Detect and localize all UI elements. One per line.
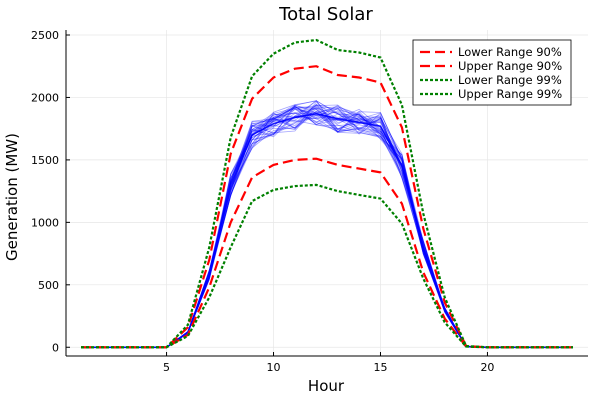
ensemble-line — [81, 103, 573, 348]
tick-labels: 5 10 15 20 0 500 1000 1500 2000 2500 — [31, 29, 494, 374]
ensemble-line — [81, 101, 573, 348]
ensemble-mean-line — [81, 112, 573, 349]
ensemble-line — [81, 100, 573, 348]
ensemble-line — [81, 108, 573, 348]
ensemble-line — [81, 112, 573, 348]
ensemble-line — [81, 105, 573, 348]
ensemble-line — [81, 104, 573, 348]
y-tick-label: 500 — [38, 279, 59, 292]
chart-title: Total Solar — [278, 4, 373, 25]
ensemble-line — [81, 107, 573, 348]
ensemble-line — [81, 108, 573, 348]
ensemble-line — [81, 104, 573, 348]
ensemble-line — [81, 106, 573, 348]
ensemble-line — [81, 110, 573, 348]
ensemble-line — [81, 109, 573, 348]
y-tick-label: 0 — [52, 341, 59, 354]
x-tick-label: 5 — [163, 361, 170, 374]
axes — [65, 30, 588, 357]
ensemble-line — [81, 106, 573, 348]
ensemble-line — [81, 106, 573, 348]
ensemble-line — [81, 100, 573, 348]
ensemble-line — [81, 120, 573, 348]
legend-label-0: Lower Range 90% — [458, 45, 562, 59]
ensemble-line — [81, 104, 573, 348]
x-tick-label: 10 — [267, 361, 281, 374]
ensemble-line — [81, 106, 573, 348]
legend-box — [412, 39, 572, 106]
x-tick-label: 15 — [373, 361, 387, 374]
legend-label-2: Lower Range 99% — [458, 73, 562, 87]
ensemble-line — [81, 111, 573, 348]
ensemble-line — [81, 115, 573, 348]
legend: Lower Range 90%Upper Range 90%Lower Rang… — [412, 39, 572, 106]
ensemble-line — [81, 112, 573, 348]
ensemble-line — [81, 106, 573, 348]
ensemble-line — [81, 100, 573, 348]
legend-label-1: Upper Range 90% — [458, 59, 562, 73]
ensemble-line — [81, 112, 573, 348]
ensemble-line — [81, 100, 573, 348]
ensemble-line — [81, 108, 573, 348]
series-line-3 — [81, 38, 573, 349]
ensemble-lines — [81, 100, 573, 349]
x-tick-label: 20 — [480, 361, 494, 374]
ensemble-line — [81, 107, 573, 348]
series-line-1 — [81, 65, 573, 349]
x-axis-label: Hour — [308, 377, 345, 395]
ensemble-line — [81, 106, 573, 348]
ensemble-line — [81, 105, 573, 348]
ensemble-line — [81, 104, 573, 348]
y-tick-label: 1000 — [31, 216, 59, 229]
y-tick-label: 2500 — [31, 29, 59, 42]
y-tick-label: 2000 — [31, 91, 59, 104]
series-lines — [81, 38, 573, 349]
ensemble-line — [81, 107, 573, 348]
ensemble-line — [81, 104, 573, 348]
ensemble-line — [81, 105, 573, 348]
y-axis-label: Generation (MW) — [3, 133, 21, 261]
series-line-2 — [81, 183, 573, 349]
legend-label-3: Upper Range 99% — [458, 87, 562, 101]
ensemble-line — [81, 110, 573, 348]
ensemble-line — [81, 108, 573, 348]
ensemble-line — [81, 114, 573, 348]
ensemble-line — [81, 104, 573, 348]
y-tick-label: 1500 — [31, 154, 59, 167]
ensemble-line — [81, 113, 573, 348]
ensemble-line — [81, 107, 573, 348]
